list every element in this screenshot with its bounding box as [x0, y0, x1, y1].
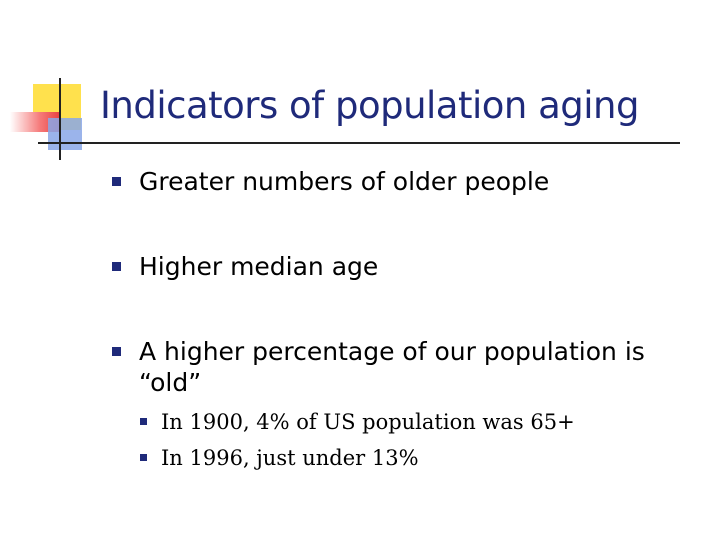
bullet-marker	[112, 347, 121, 356]
sub-bullet-marker	[140, 454, 147, 461]
deco-vline	[59, 78, 61, 160]
deco-red	[10, 112, 60, 132]
sub-bullet: In 1900, 4% of US population was 65+	[140, 408, 575, 436]
sub-bullet-marker	[140, 418, 147, 425]
bullet: Higher median age	[112, 251, 702, 282]
sub-bullet-text: In 1996, just under 13%	[161, 446, 419, 470]
slide-title: Indicators of population aging	[100, 84, 640, 127]
bullet-marker	[112, 262, 121, 271]
sub-bullet: In 1996, just under 13%	[140, 444, 419, 472]
deco-hline	[38, 142, 680, 144]
deco-blue	[48, 118, 82, 150]
bullet-marker	[112, 177, 121, 186]
bullet-text: A higher percentage of our population is…	[139, 337, 645, 397]
bullet-text: Greater numbers of older people	[139, 167, 550, 196]
bullet-text: Higher median age	[139, 252, 379, 281]
bullet: A higher percentage of our population is…	[112, 336, 702, 398]
bullet: Greater numbers of older people	[112, 166, 702, 197]
sub-bullet-text: In 1900, 4% of US population was 65+	[161, 410, 575, 434]
